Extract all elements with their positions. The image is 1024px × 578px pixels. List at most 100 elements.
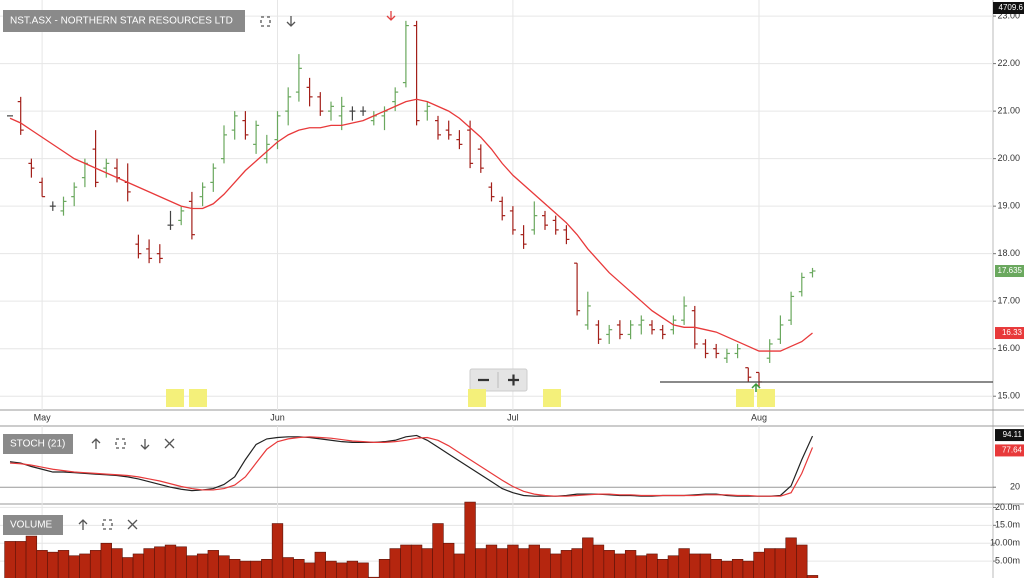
volume-bar: [218, 555, 230, 578]
value-label-box: [995, 444, 1024, 457]
volume-bar: [528, 544, 540, 578]
title-box: [3, 10, 245, 32]
y-tick-label: 16.00: [997, 343, 1020, 353]
volume-bar: [186, 555, 198, 578]
volume-bar: [721, 560, 733, 578]
y-tick-label: 20: [1010, 482, 1020, 492]
y-tick-label: 22.00: [997, 58, 1020, 68]
volume-bar: [132, 553, 145, 578]
volume-bar: [753, 551, 765, 578]
volume-bar: [742, 560, 754, 578]
volume-bar: [582, 537, 594, 578]
volume-bar: [517, 548, 530, 578]
volume-bar: [336, 562, 348, 578]
volume-bar: [143, 548, 155, 578]
y-tick-label: 5.00m: [995, 555, 1020, 565]
volume-bar: [239, 560, 252, 578]
volume-bar: [314, 551, 326, 578]
volume-bar: [346, 560, 359, 578]
volume-bar: [539, 548, 551, 578]
volume-bar: [68, 555, 80, 578]
volume-bar: [4, 541, 16, 578]
volume-bar: [443, 542, 455, 578]
panel-icons[interactable]: [78, 519, 138, 530]
volume-bar: [571, 548, 583, 578]
volume-bar: [785, 537, 797, 578]
volume-bar: [475, 548, 487, 578]
volume-bar: [731, 559, 744, 578]
volume-bar: [154, 546, 166, 578]
volume-bar: [36, 550, 48, 578]
marker-arrow: [386, 11, 396, 21]
panel-title: VOLUME: [10, 520, 53, 531]
volume-bar: [164, 544, 177, 578]
panel-title: STOCH (21): [10, 439, 65, 450]
volume-bar: [47, 551, 59, 578]
y-tick-label: 19.00: [997, 201, 1020, 211]
volume-bar: [485, 544, 498, 578]
x-tick-label: Jun: [270, 412, 285, 422]
volume-bar: [357, 562, 369, 578]
volume-bar: [389, 548, 401, 578]
header-label: 4709.6: [999, 3, 1024, 12]
volume-bar: [464, 501, 476, 578]
chart-title: NST.ASX - NORTHERN STAR RESOURCES LTD: [10, 16, 233, 27]
volume-bar: [282, 557, 294, 578]
volume-bar: [560, 550, 573, 578]
volume-bar: [657, 559, 669, 578]
volume-bar: [111, 548, 123, 578]
volume-bar: [678, 548, 690, 578]
volume-bar: [79, 553, 91, 578]
x-tick-label: Jul: [507, 412, 519, 422]
value-label-box: [995, 429, 1024, 442]
volume-bar: [57, 550, 70, 578]
volume-bar: [689, 553, 701, 578]
volume-bar: [603, 550, 615, 578]
price-label-box: [995, 265, 1024, 278]
volume-bar: [507, 544, 519, 578]
y-tick-label: 20.00: [997, 153, 1020, 163]
y-tick-label: 20.0m: [995, 502, 1020, 512]
volume-bar: [100, 542, 112, 578]
volume-bar: [207, 550, 219, 578]
y-tick-label: 10.00m: [990, 538, 1020, 548]
value-label: 77.64: [1002, 446, 1023, 455]
volume-bar: [699, 553, 712, 578]
volume-bar: [592, 544, 605, 578]
y-tick-label: 15.00: [997, 391, 1020, 401]
volume-bar: [25, 535, 38, 578]
ma-label: 16.33: [1002, 328, 1023, 337]
volume-bar: [303, 562, 316, 578]
volume-bar: [15, 541, 27, 578]
drawing-tool-icons[interactable]: [166, 389, 775, 407]
title-box: [3, 515, 63, 535]
zoom-controls[interactable]: [469, 368, 528, 392]
volume-bar: [496, 548, 508, 578]
volume-bar: [710, 559, 722, 578]
volume-bar: [293, 559, 305, 578]
volume-bar: [122, 557, 134, 578]
volume-bar: [271, 523, 284, 578]
x-tick-label: Aug: [751, 412, 767, 422]
y-tick-label: 23.00: [997, 10, 1020, 20]
last-price-label: 17.635: [998, 266, 1023, 275]
volume-bar: [624, 550, 637, 578]
volume-bar: [229, 559, 241, 578]
volume-bar: [175, 546, 187, 578]
volume-bar: [261, 559, 273, 578]
marker-arrow: [751, 382, 761, 392]
y-tick-label: 21.00: [997, 105, 1020, 115]
moving-average-line: [9, 98, 813, 352]
stoch-line: [9, 436, 814, 497]
volume-bar: [421, 548, 433, 578]
volume-bar: [550, 553, 562, 578]
volume-bar: [250, 560, 262, 578]
panel-icons[interactable]: [260, 16, 296, 27]
header-label-box: [993, 2, 1024, 14]
y-tick-label: 17.00: [997, 296, 1020, 306]
panel-icons[interactable]: [91, 438, 175, 450]
title-box: [3, 434, 73, 454]
volume-bar: [646, 553, 658, 578]
